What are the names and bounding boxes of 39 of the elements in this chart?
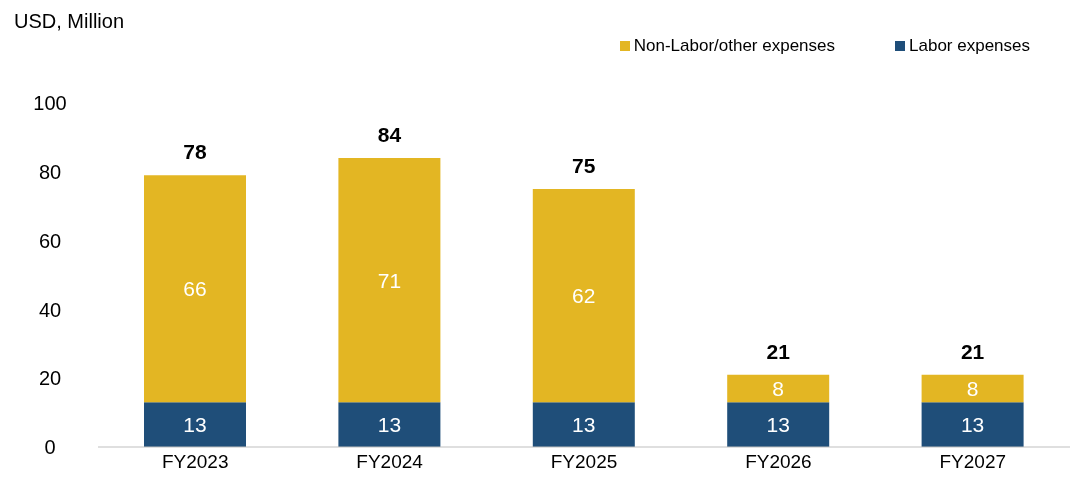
x-tick-label: FY2027 bbox=[939, 451, 1007, 473]
bar bbox=[338, 402, 441, 447]
data-label: 13 bbox=[960, 413, 985, 437]
bar bbox=[144, 402, 246, 447]
bar bbox=[338, 158, 441, 403]
total-label: 84 bbox=[377, 123, 402, 147]
data-label: 13 bbox=[572, 413, 596, 437]
data-label: 13 bbox=[766, 413, 790, 437]
y-axis-title: USD, Million bbox=[14, 10, 125, 33]
x-tick-label: FY2025 bbox=[550, 451, 618, 473]
y-tick-label: 80 bbox=[38, 160, 62, 183]
total-label: 21 bbox=[766, 339, 791, 363]
bar bbox=[532, 189, 635, 403]
y-tick-label: 40 bbox=[38, 298, 62, 321]
legend-label: Non-Labor/other expenses bbox=[632, 36, 836, 56]
y-tick-label: 0 bbox=[44, 436, 56, 459]
data-label: 66 bbox=[183, 277, 207, 301]
x-tick-label: FY2024 bbox=[356, 451, 424, 473]
y-tick-label: 60 bbox=[38, 229, 62, 252]
data-label: 8 bbox=[772, 376, 785, 400]
bar bbox=[144, 175, 246, 403]
y-tick-label: 20 bbox=[38, 367, 62, 390]
total-label: 75 bbox=[572, 154, 596, 177]
data-label: 8 bbox=[966, 376, 979, 400]
bar bbox=[532, 402, 635, 447]
x-tick-label: FY2023 bbox=[161, 451, 229, 473]
data-label: 71 bbox=[377, 268, 402, 292]
total-label: 21 bbox=[960, 339, 985, 363]
bar bbox=[727, 402, 830, 447]
bar bbox=[727, 374, 830, 403]
legend-label: Labor expenses bbox=[908, 36, 1030, 56]
data-label: 13 bbox=[377, 413, 402, 437]
total-label: 78 bbox=[183, 140, 207, 164]
x-tick-label: FY2026 bbox=[745, 451, 812, 473]
bar bbox=[921, 402, 1024, 447]
y-tick-label: 100 bbox=[33, 92, 67, 115]
data-label: 62 bbox=[572, 284, 596, 308]
bar bbox=[921, 374, 1024, 403]
data-label: 13 bbox=[183, 413, 207, 437]
